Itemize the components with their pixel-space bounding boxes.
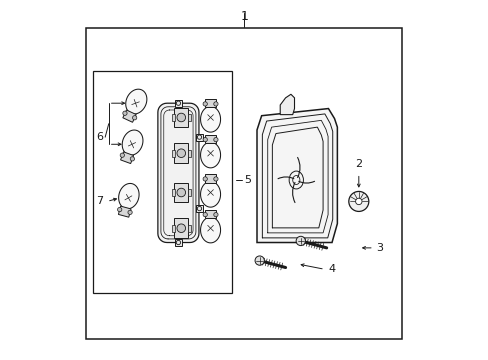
Polygon shape: [205, 99, 216, 108]
Bar: [187, 150, 190, 157]
Bar: [93, 71, 231, 293]
Polygon shape: [200, 181, 220, 207]
Text: 5: 5: [244, 175, 250, 185]
Circle shape: [132, 116, 137, 120]
Circle shape: [177, 113, 185, 122]
Polygon shape: [205, 210, 216, 218]
Text: 2: 2: [354, 159, 362, 169]
Polygon shape: [257, 109, 337, 243]
Polygon shape: [119, 184, 139, 209]
Polygon shape: [122, 110, 136, 122]
Bar: [175, 239, 182, 246]
Polygon shape: [200, 142, 220, 168]
Bar: [195, 205, 203, 212]
Circle shape: [203, 212, 207, 217]
Circle shape: [203, 177, 207, 181]
Circle shape: [117, 207, 122, 212]
Polygon shape: [205, 135, 216, 143]
Bar: [195, 134, 203, 141]
Circle shape: [296, 236, 305, 246]
Circle shape: [130, 157, 134, 161]
Bar: [172, 225, 175, 232]
Polygon shape: [174, 219, 188, 238]
Bar: [187, 114, 190, 121]
Text: 6: 6: [96, 132, 103, 142]
Polygon shape: [280, 94, 294, 114]
Bar: [172, 150, 175, 157]
Circle shape: [255, 256, 264, 265]
Polygon shape: [174, 143, 188, 163]
Circle shape: [213, 212, 218, 217]
Text: 4: 4: [328, 264, 335, 274]
Circle shape: [177, 224, 185, 233]
Bar: [172, 189, 175, 196]
Circle shape: [128, 210, 132, 215]
Polygon shape: [125, 89, 146, 114]
Circle shape: [177, 149, 185, 157]
Circle shape: [355, 198, 361, 204]
Polygon shape: [200, 107, 220, 132]
Text: 7: 7: [96, 197, 103, 206]
Circle shape: [213, 138, 218, 142]
Circle shape: [213, 102, 218, 106]
Circle shape: [203, 102, 207, 106]
Circle shape: [120, 153, 124, 157]
Polygon shape: [118, 206, 131, 217]
Bar: [175, 100, 182, 107]
Text: 1: 1: [240, 10, 248, 23]
Circle shape: [348, 192, 368, 211]
Text: 3: 3: [376, 243, 383, 253]
Bar: [187, 225, 190, 232]
Bar: [172, 114, 175, 121]
Polygon shape: [174, 108, 188, 127]
Circle shape: [203, 138, 207, 142]
Polygon shape: [200, 217, 220, 243]
Circle shape: [122, 111, 127, 115]
Polygon shape: [174, 183, 188, 202]
Bar: [187, 189, 190, 196]
Circle shape: [177, 188, 185, 197]
Polygon shape: [158, 103, 199, 243]
Circle shape: [213, 177, 218, 181]
Polygon shape: [122, 130, 142, 155]
Polygon shape: [121, 152, 133, 163]
Bar: [85, 28, 401, 339]
Polygon shape: [205, 174, 216, 183]
